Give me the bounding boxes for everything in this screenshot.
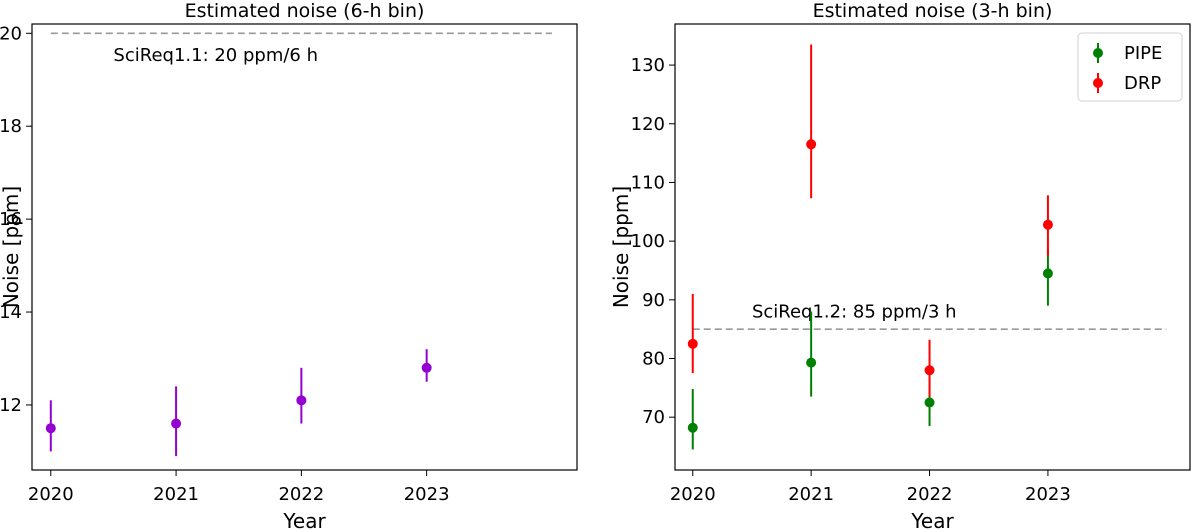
data-point — [924, 365, 935, 376]
y-tick-label: 120 — [631, 114, 665, 135]
chart-title: Estimated noise (6-h bin) — [185, 0, 425, 22]
plot-frame — [674, 23, 1191, 471]
legend-label: DRP — [1124, 73, 1161, 94]
data-point — [296, 395, 307, 406]
data-point — [1042, 219, 1053, 230]
data-point — [687, 422, 698, 433]
x-tick-label: 2023 — [404, 484, 450, 505]
series-pipe — [687, 249, 1053, 450]
chart-title: Estimated noise (3-h bin) — [813, 0, 1053, 22]
x-tick-label: 2020 — [28, 484, 74, 505]
x-tick-label: 2022 — [907, 484, 953, 505]
data-point — [171, 418, 182, 429]
legend-label: PIPE — [1124, 43, 1162, 64]
y-tick-label: 130 — [631, 55, 665, 76]
y-tick-label: 18 — [0, 116, 22, 137]
series-drp — [687, 44, 1053, 397]
y-tick-label: 100 — [631, 231, 665, 252]
y-tick-label: 110 — [631, 172, 665, 193]
legend-marker — [1093, 78, 1103, 88]
y-axis-label: Noise [ppm] — [0, 186, 23, 308]
plot-frame — [31, 23, 578, 471]
x-axis-label: Year — [282, 509, 326, 532]
data-point — [687, 338, 698, 349]
y-tick-label: 70 — [642, 407, 665, 428]
chart-panel-1: Estimated noise (6-h bin) SciReq1.1: 20 p… — [0, 0, 578, 532]
y-tick-label: 16 — [0, 209, 22, 230]
x-tick-label: 2021 — [153, 484, 199, 505]
data-point — [806, 139, 817, 150]
requirement-label: SciReq1.1: 20 ppm/6 h — [113, 45, 318, 66]
chart-panel-2: Estimated noise (3-h bin) SciReq1.2: 85 p… — [609, 0, 1191, 532]
data-point — [421, 362, 432, 373]
legend: PIPE DRP — [1077, 32, 1183, 102]
x-tick-label: 2021 — [788, 484, 834, 505]
y-tick-label: 12 — [0, 395, 22, 416]
data-point — [45, 423, 56, 434]
x-tick-label: 2022 — [278, 484, 324, 505]
x-tick-label: 2023 — [1025, 484, 1071, 505]
data-point — [806, 357, 817, 368]
y-tick-label: 20 — [0, 23, 22, 44]
x-tick-label: 2020 — [670, 484, 716, 505]
legend-box — [1077, 32, 1183, 102]
y-tick-label: 80 — [642, 349, 665, 370]
x-axis-label: Year — [910, 509, 954, 532]
legend-marker — [1093, 48, 1103, 58]
series-1 — [45, 349, 432, 457]
y-tick-label: 14 — [0, 302, 22, 323]
y-tick-label: 90 — [642, 290, 665, 311]
data-point — [924, 397, 935, 408]
data-point — [1042, 268, 1053, 279]
requirement-label: SciReq1.2: 85 ppm/3 h — [752, 301, 957, 322]
y-axis-label: Noise [ppm] — [609, 186, 633, 308]
